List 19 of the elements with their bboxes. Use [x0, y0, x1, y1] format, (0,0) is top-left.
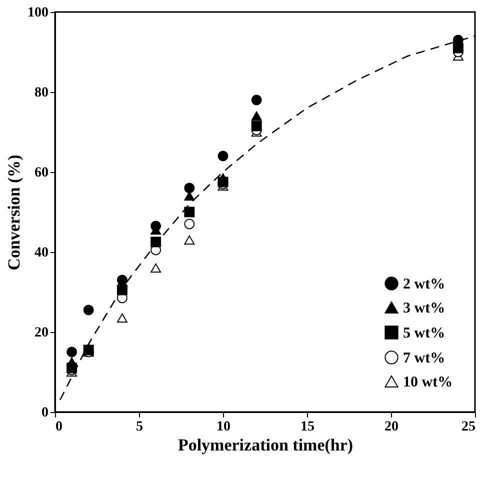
y-tick-label: 0 — [42, 406, 48, 420]
legend-label: 3 wt% — [403, 300, 446, 316]
x-axis-title: Polymerization time(hr) — [178, 436, 354, 454]
y-tick-label: 60 — [34, 166, 48, 180]
x-tick-label: 5 — [136, 420, 143, 434]
legend-label: 2 wt% — [403, 276, 446, 292]
y-tick-label: 80 — [34, 86, 48, 100]
x-tick-label: 20 — [384, 420, 398, 434]
y-tick-label: 100 — [28, 6, 48, 20]
legend-label: 7 wt% — [403, 350, 446, 366]
y-axis-title: Conversion (%) — [4, 154, 24, 270]
y-tick-label: 20 — [34, 326, 48, 340]
x-tick-label: 15 — [300, 420, 314, 434]
x-tick-label: 0 — [56, 420, 62, 434]
x-tick-label: 25 — [462, 420, 476, 434]
x-tick-label: 10 — [216, 420, 230, 434]
legend-label: 10 wt% — [403, 374, 453, 390]
y-tick-label: 40 — [34, 246, 48, 260]
legend-label: 5 wt% — [403, 326, 446, 342]
